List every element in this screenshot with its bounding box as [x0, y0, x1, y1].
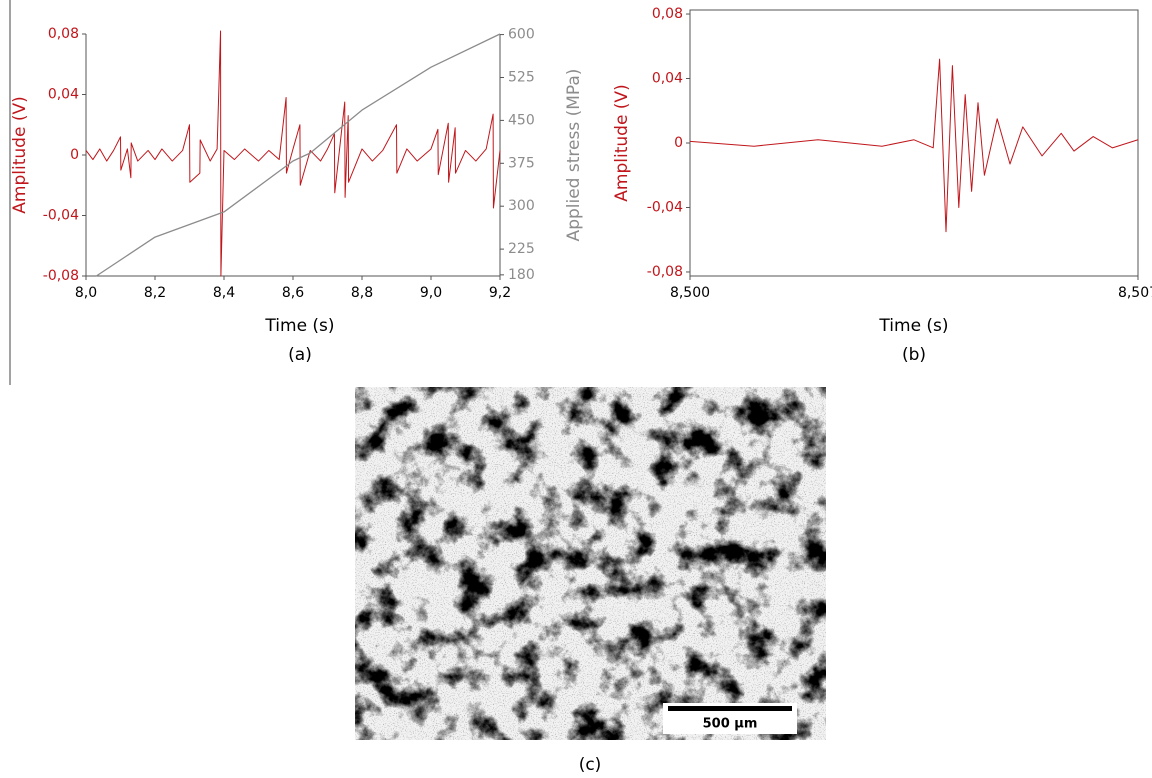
x-tick-label: 9,2: [489, 285, 511, 301]
y2-tick-label: 600: [508, 27, 535, 43]
x-tick-label: 8,0: [75, 285, 97, 301]
scale-bar-label: 500 µm: [703, 717, 758, 732]
x-tick-label: 8,507: [1118, 285, 1152, 301]
panel-caption: (b): [902, 345, 926, 365]
y-tick-label: -0,08: [647, 264, 683, 280]
y2-tick-label: 525: [508, 69, 535, 85]
micrograph-texture: [355, 387, 826, 740]
y-tick-label: 0: [674, 135, 683, 151]
y-tick-label: 0,04: [652, 71, 683, 87]
x-tick-label: 8,4: [213, 285, 235, 301]
y2-tick-label: 375: [508, 155, 535, 171]
y-tick-label: 0,08: [652, 6, 683, 22]
y-tick-label: 0,08: [48, 26, 79, 42]
x-tick-label: 8,6: [282, 285, 304, 301]
x-axis-title: Time (s): [264, 316, 334, 336]
x-tick-label: 8,500: [670, 285, 710, 301]
y-axis-title: Amplitude (V): [612, 84, 632, 201]
y2-axis-title: Applied stress (MPa): [564, 69, 584, 242]
y-tick-label: -0,08: [43, 268, 79, 284]
panel-caption: (a): [288, 345, 312, 365]
x-tick-label: 9,0: [420, 285, 442, 301]
panel-caption: (c): [579, 755, 602, 775]
y2-tick-label: 450: [508, 112, 535, 128]
x-axis-title: Time (s): [878, 316, 948, 336]
y2-tick-label: 180: [508, 267, 535, 283]
x-tick-label: 8,8: [351, 285, 373, 301]
x-tick-label: 8,2: [144, 285, 166, 301]
y-tick-label: -0,04: [43, 208, 79, 224]
series-line: [689, 58, 1139, 233]
scale-bar: [668, 706, 792, 711]
micrograph: 500 µm: [355, 387, 826, 740]
series-line: [85, 30, 501, 277]
series-line: [95, 33, 501, 277]
y2-tick-label: 225: [508, 241, 535, 257]
y2-tick-label: 300: [508, 198, 535, 214]
plot-frame: [689, 9, 1139, 277]
y-tick-label: 0: [70, 147, 79, 163]
y-axis-title: Amplitude (V): [10, 96, 30, 213]
y-tick-label: -0,04: [647, 199, 683, 215]
y-tick-label: 0,04: [48, 87, 79, 103]
